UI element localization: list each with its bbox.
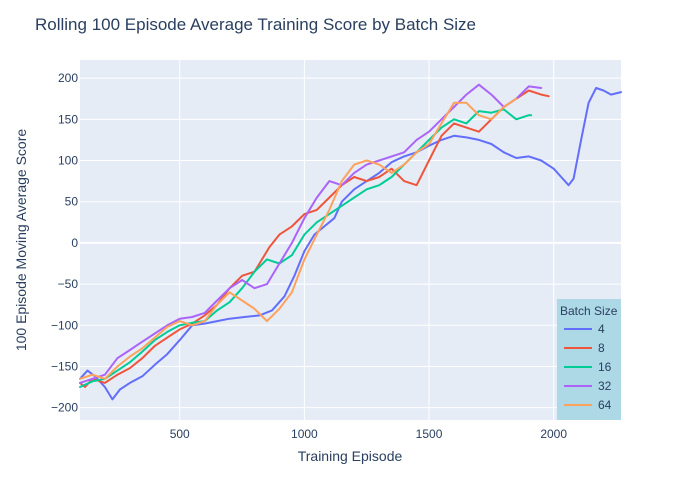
y-tick-label: 100 (58, 154, 78, 168)
series-line-4 (79, 87, 622, 401)
x-tick-label: 1500 (416, 427, 443, 441)
series-lines (79, 83, 622, 401)
legend-item-4[interactable]: 4 (564, 322, 605, 336)
series-line-64 (79, 97, 518, 380)
legend-title: Batch Size (560, 304, 618, 318)
y-tick-label: −150 (51, 359, 78, 373)
legend-label: 4 (598, 322, 605, 336)
legend-item-16[interactable]: 16 (564, 360, 612, 374)
chart-title: Rolling 100 Episode Average Training Sco… (35, 15, 476, 34)
legend[interactable]: Batch Size 4 8 16 32 64 (557, 299, 621, 420)
x-tick-label: 500 (170, 427, 190, 441)
y-tick-label: −50 (58, 277, 79, 291)
legend-item-8[interactable]: 8 (564, 341, 605, 355)
legend-label: 64 (598, 398, 612, 412)
y-tick-label: −200 (51, 401, 78, 415)
series-line-16 (79, 108, 533, 388)
x-tick-label: 2000 (540, 427, 567, 441)
x-axis-title: Training Episode (298, 448, 403, 464)
plot-area (80, 60, 621, 420)
gridlines (80, 60, 621, 420)
y-axis-title: 100 Episode Moving Average Score (13, 129, 29, 352)
y-axis-ticks: −200 −150 −100 −50 0 50 100 150 200 (51, 71, 78, 415)
series-line-8 (79, 89, 550, 388)
y-tick-label: 150 (58, 112, 78, 126)
legend-label: 8 (598, 341, 605, 355)
y-tick-label: −100 (51, 318, 78, 332)
legend-item-32[interactable]: 32 (564, 379, 612, 393)
legend-label: 32 (598, 379, 612, 393)
legend-items: 4 8 16 32 64 (564, 322, 612, 412)
y-tick-label: 0 (71, 236, 78, 250)
y-tick-label: 200 (58, 71, 78, 85)
legend-label: 16 (598, 360, 612, 374)
legend-box (557, 299, 621, 420)
series-line-32 (79, 83, 543, 384)
x-axis-ticks: 500 1000 1500 2000 (170, 427, 568, 441)
legend-item-64[interactable]: 64 (564, 398, 612, 412)
y-tick-label: 50 (65, 195, 79, 209)
x-tick-label: 1000 (291, 427, 318, 441)
